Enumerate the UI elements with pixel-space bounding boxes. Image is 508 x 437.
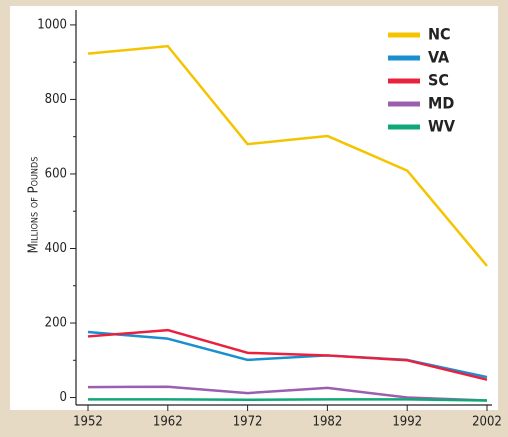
legend-label: MD xyxy=(428,94,454,113)
y-tick-label: 0 xyxy=(60,390,67,405)
y-tick-label: 1000 xyxy=(37,17,67,32)
y-tick-label: 400 xyxy=(45,241,67,256)
legend-label: WV xyxy=(428,117,456,136)
series-line xyxy=(88,398,488,402)
y-tick-label: 800 xyxy=(45,92,67,107)
y-tick-label: 200 xyxy=(45,316,67,331)
legend-label: VA xyxy=(428,48,450,67)
x-tick-label: 1962 xyxy=(153,415,183,430)
x-tick-label: 1972 xyxy=(233,415,263,430)
x-tick-label: 1952 xyxy=(73,415,103,430)
y-tick-label: 600 xyxy=(45,166,67,181)
x-tick-label: 1992 xyxy=(392,415,422,430)
legend-label: NC xyxy=(428,25,451,44)
x-tick-label: 2002 xyxy=(472,415,502,430)
series-line xyxy=(87,44,488,267)
x-tick-label: 1982 xyxy=(313,415,343,430)
legend-label: SC xyxy=(428,71,449,90)
series-line xyxy=(87,385,488,402)
plot-panel xyxy=(10,6,498,410)
y-axis-label: Millions of Pounds xyxy=(27,157,42,254)
series-line xyxy=(87,328,488,381)
